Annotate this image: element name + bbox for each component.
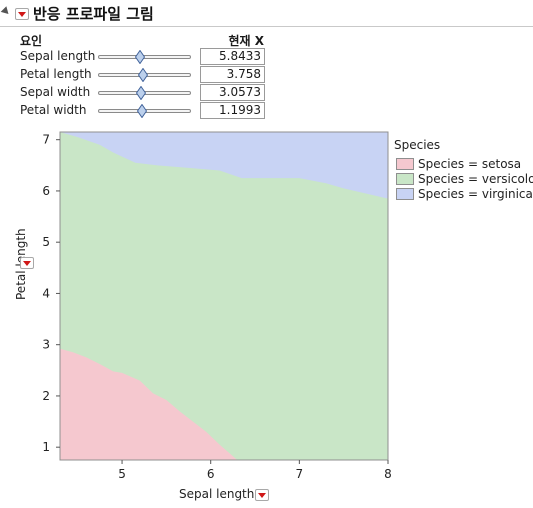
slider-thumb-icon[interactable] (134, 50, 145, 64)
legend-swatch-setosa (396, 158, 414, 170)
factor-value-field[interactable]: 5.8433 (200, 48, 265, 65)
region-virginica (60, 132, 388, 199)
y-axis-menu-icon[interactable] (20, 257, 34, 269)
red-triangle-menu-icon[interactable] (15, 8, 29, 20)
legend-swatch-versicolor (396, 173, 414, 185)
legend-label: Species = virginica (418, 187, 533, 201)
y-tick-label: 1 (42, 440, 50, 454)
page-title: 반응 프로파일 그림 (33, 5, 154, 23)
x-tick-label: 7 (296, 467, 304, 481)
plot-frame (59, 131, 389, 461)
region-setosa (60, 348, 238, 460)
slider-thumb-icon[interactable] (137, 68, 148, 82)
x-tick-label: 6 (207, 467, 215, 481)
legend-title: Species (394, 138, 441, 152)
legend-swatch-virginica (396, 188, 414, 200)
x-axis-menu-icon[interactable] (255, 489, 269, 501)
factor-row: Petal length 3.758 (0, 66, 533, 84)
factor-value-field[interactable]: 3.0573 (200, 84, 265, 101)
factor-column-header: 요인 (20, 34, 43, 48)
factor-label: Petal length (20, 67, 92, 81)
y-tick-label: 2 (42, 389, 50, 403)
slider-thumb-icon[interactable] (136, 104, 147, 118)
slider-thumb-icon[interactable] (135, 86, 146, 100)
factor-label: Sepal length (20, 49, 96, 63)
y-tick-label: 4 (42, 286, 50, 300)
factor-row: Sepal width 3.0573 (0, 84, 533, 102)
y-tick-label: 7 (42, 133, 50, 147)
y-tick-label: 3 (42, 338, 50, 352)
factor-row: Sepal length 5.8433 (0, 48, 533, 66)
y-tick-label: 5 (42, 235, 50, 249)
x-tick-label: 5 (118, 467, 126, 481)
current-x-column-header: 현재 X (228, 34, 264, 48)
factor-value-field[interactable]: 3.758 (200, 66, 265, 83)
legend-label: Species = versicolor (418, 172, 533, 186)
x-axis-label: Sepal length (179, 487, 255, 501)
x-tick-label: 8 (384, 467, 392, 481)
y-tick-label: 6 (42, 184, 50, 198)
factor-label: Sepal width (20, 85, 91, 99)
legend-label: Species = setosa (418, 157, 522, 171)
factor-label: Petal width (20, 103, 87, 117)
factor-value-field[interactable]: 1.1993 (200, 102, 265, 119)
header-bar (0, 2, 533, 27)
factor-row: Petal width 1.1993 (0, 102, 533, 120)
